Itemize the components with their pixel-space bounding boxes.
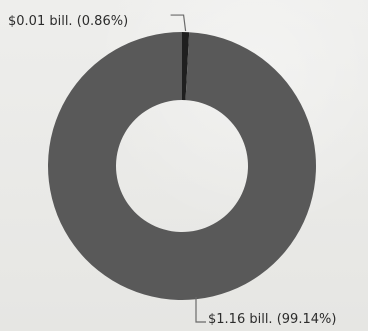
slice-label-1: $0.01 bill. (0.86%) (8, 14, 128, 29)
donut-slice-1 (182, 32, 190, 101)
slice-label-2: $1.16 bill. (99.14%) (208, 312, 336, 327)
donut-slice-2 (47, 32, 316, 300)
leader-line-2 (195, 297, 206, 323)
leader-line-1 (170, 14, 187, 32)
